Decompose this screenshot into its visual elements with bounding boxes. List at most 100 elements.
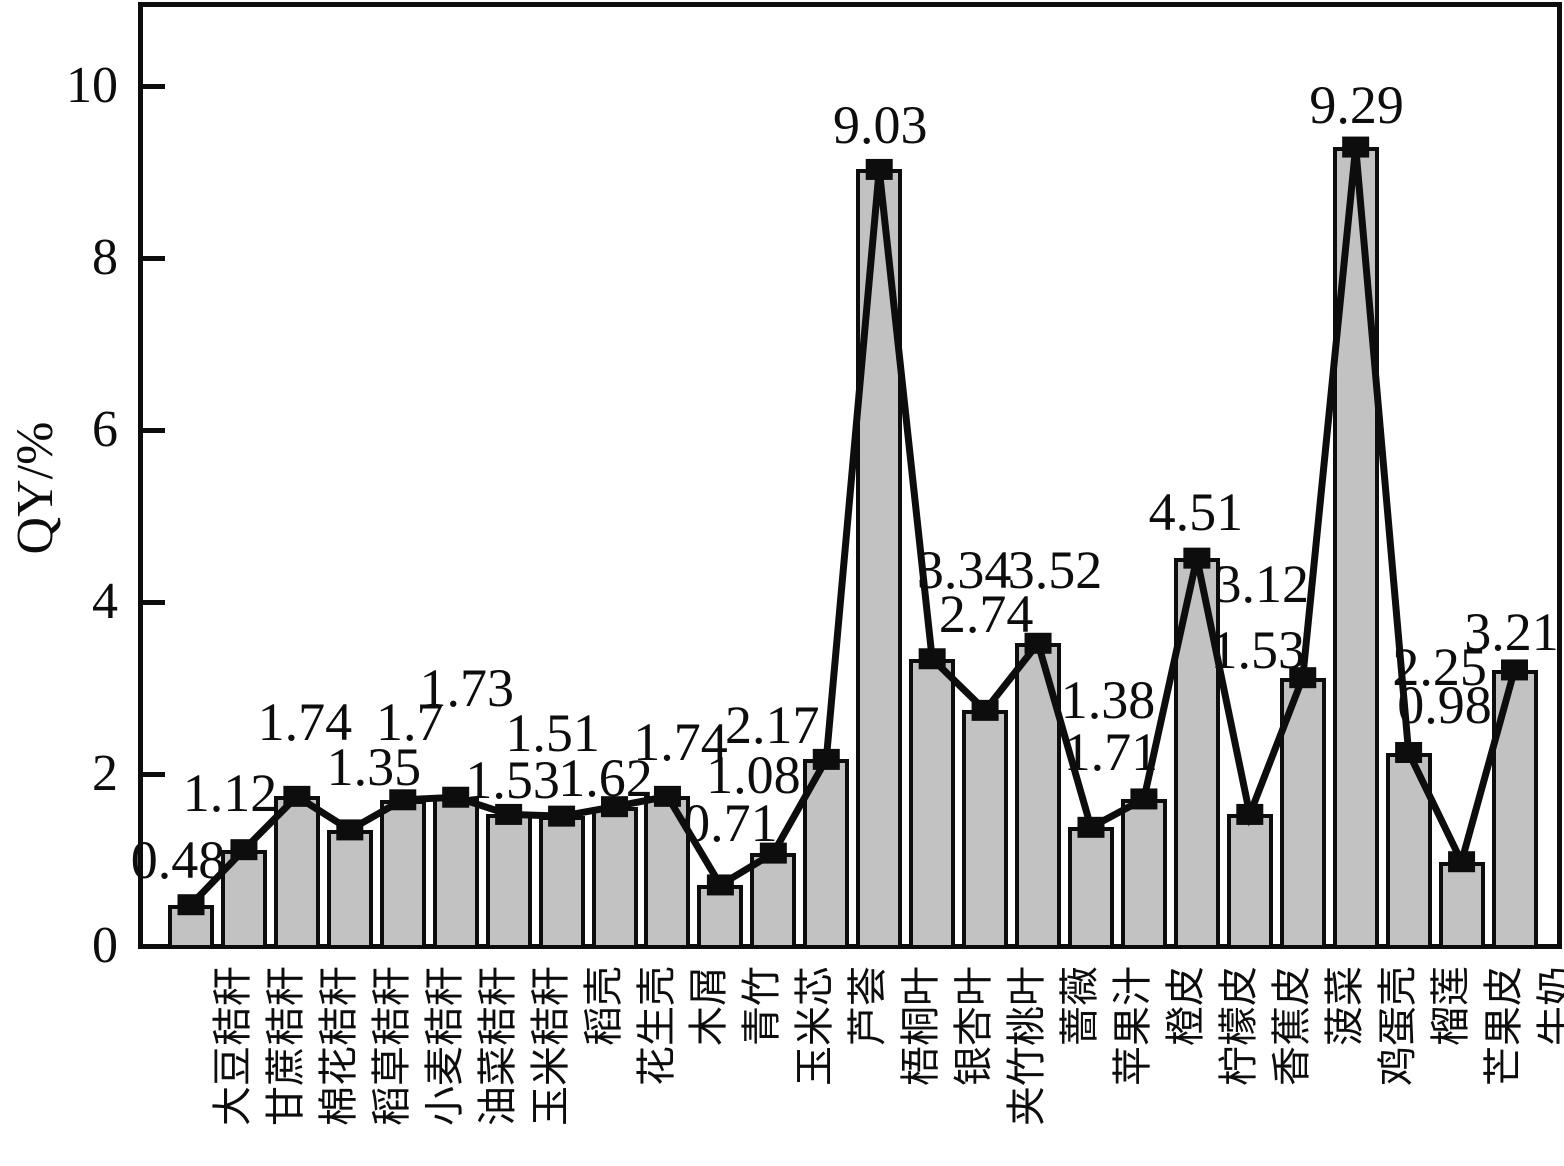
- y-tick-mark: [143, 772, 165, 777]
- line-marker: [653, 785, 681, 807]
- y-tick-mark: [143, 428, 165, 433]
- bar-value-label: 1.73: [419, 658, 514, 719]
- bar-value-label: 1.74: [257, 692, 353, 753]
- bar-value-label: 1.53: [465, 750, 560, 811]
- y-tick-label: 0: [92, 917, 118, 974]
- bar-value-label: 2.25: [1392, 636, 1487, 697]
- line-marker: [1342, 136, 1370, 158]
- line-marker: [1183, 547, 1211, 569]
- line-marker: [601, 796, 629, 818]
- x-tick-label: 木屑: [686, 966, 732, 1046]
- line-marker: [442, 786, 470, 808]
- bar-value-label: 1.35: [326, 736, 422, 797]
- y-tick-label: 8: [92, 229, 118, 286]
- x-tick-label: 大豆秸秆: [210, 966, 255, 1126]
- line-marker: [918, 648, 946, 670]
- line-marker: [548, 805, 576, 827]
- line-marker: [495, 803, 523, 825]
- line-marker: [336, 819, 364, 841]
- line-marker: [971, 699, 999, 721]
- x-tick-label: 小麦秸秆: [421, 966, 467, 1126]
- y-tick-label: 10: [66, 57, 118, 114]
- line-marker: [812, 748, 840, 770]
- x-tick-label: 芦荟: [845, 966, 891, 1046]
- x-tick-label: 香蕉皮: [1268, 966, 1314, 1086]
- bar: [432, 797, 479, 949]
- bar: [538, 816, 585, 949]
- y-tick-mark: [143, 256, 165, 261]
- line-marker: [1077, 816, 1105, 838]
- bar-value-label: 1.71: [1063, 721, 1159, 782]
- x-tick-label: 橙皮: [1162, 966, 1208, 1046]
- x-tick-label: 牛奶: [1533, 966, 1564, 1046]
- x-tick-label: 花生壳: [633, 966, 679, 1086]
- bar: [591, 806, 638, 949]
- bar: [909, 658, 956, 949]
- y-tick-label: 6: [92, 401, 118, 458]
- bar-value-label: 3.21: [1464, 601, 1559, 662]
- y-tick-mark: [143, 600, 165, 605]
- y-tick-label: 4: [92, 573, 118, 630]
- bar: [1120, 798, 1167, 949]
- x-tick-label: 芒果皮: [1480, 966, 1526, 1086]
- line-marker: [865, 158, 893, 180]
- bar: [1385, 752, 1432, 949]
- x-tick-label: 玉米秸秆: [527, 966, 573, 1126]
- line-marker: [1395, 742, 1423, 763]
- line-marker: [283, 785, 311, 807]
- bar: [1226, 814, 1273, 949]
- bar: [1067, 827, 1114, 949]
- x-tick-label: 柠檬皮: [1215, 966, 1261, 1086]
- bar-value-label: 2.74: [938, 584, 1034, 645]
- bar: [273, 796, 320, 949]
- x-tick-label: 苹果汁: [1109, 966, 1155, 1086]
- bar-value-label: 1.7: [376, 691, 444, 752]
- x-tick-label: 玉米芯: [792, 966, 838, 1086]
- line-marker: [1289, 667, 1317, 689]
- x-tick-label: 油菜秸秆: [474, 966, 520, 1126]
- line-marker: [177, 894, 205, 916]
- bar-value-label: 1.38: [1060, 670, 1156, 731]
- line-marker: [706, 874, 734, 896]
- bar-value-label: 1.51: [505, 703, 600, 764]
- line-marker: [1236, 803, 1264, 825]
- bar-value-label: 1.74: [633, 712, 728, 773]
- y-tick-mark: [143, 944, 165, 949]
- x-tick-label: 甘蔗秸秆: [262, 966, 308, 1126]
- line-marker: [759, 842, 787, 864]
- x-tick-label: 稻草秸秆: [368, 966, 414, 1126]
- line-marker: [1130, 788, 1158, 810]
- bar-value-label: 1.08: [706, 745, 801, 806]
- line-marker: [389, 789, 417, 811]
- bar-value-label: 9.29: [1309, 75, 1404, 136]
- x-tick-label: 梧桐叶: [898, 966, 944, 1086]
- bar-value-label: 1.62: [558, 747, 653, 808]
- x-tick-label: 菠菜: [1321, 966, 1367, 1046]
- bar-value-label: 3.12: [1214, 553, 1309, 614]
- y-tick-mark: [143, 84, 165, 89]
- line-marker: [1448, 851, 1476, 873]
- x-tick-label: 银杏叶: [951, 966, 997, 1086]
- bar: [326, 829, 373, 949]
- bar-value-label: 1.53: [1210, 620, 1306, 681]
- x-tick-label: 鸡蛋壳: [1374, 966, 1420, 1086]
- bar-value-label: 4.51: [1148, 482, 1244, 543]
- bar: [750, 853, 797, 949]
- x-tick-label: 夹竹桃叶: [1004, 966, 1050, 1126]
- x-tick-label: 榴莲: [1427, 966, 1473, 1046]
- line-marker: [230, 839, 258, 861]
- x-tick-label: 稻壳: [580, 966, 626, 1046]
- line-marker: [1501, 659, 1528, 681]
- x-tick-label: 棉花秸秆: [315, 966, 361, 1126]
- bar: [697, 884, 744, 949]
- x-tick-label: 青竹: [739, 966, 785, 1046]
- bar: [962, 710, 1009, 949]
- bar-value-label: 0.98: [1397, 674, 1492, 735]
- x-tick-label: 蔷薇: [1057, 966, 1103, 1046]
- bar-value-label: 3.34: [916, 539, 1012, 600]
- bar-value-label: 2.17: [725, 695, 820, 756]
- y-tick-label: 2: [92, 745, 118, 802]
- bar-value-label: 1.12: [182, 762, 278, 823]
